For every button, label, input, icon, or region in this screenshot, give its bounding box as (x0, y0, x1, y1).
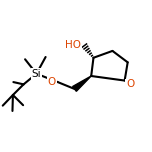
Text: O: O (48, 77, 56, 87)
Polygon shape (73, 76, 91, 91)
Text: O: O (126, 79, 135, 89)
Text: HO: HO (65, 40, 81, 50)
Text: Si: Si (32, 69, 41, 79)
